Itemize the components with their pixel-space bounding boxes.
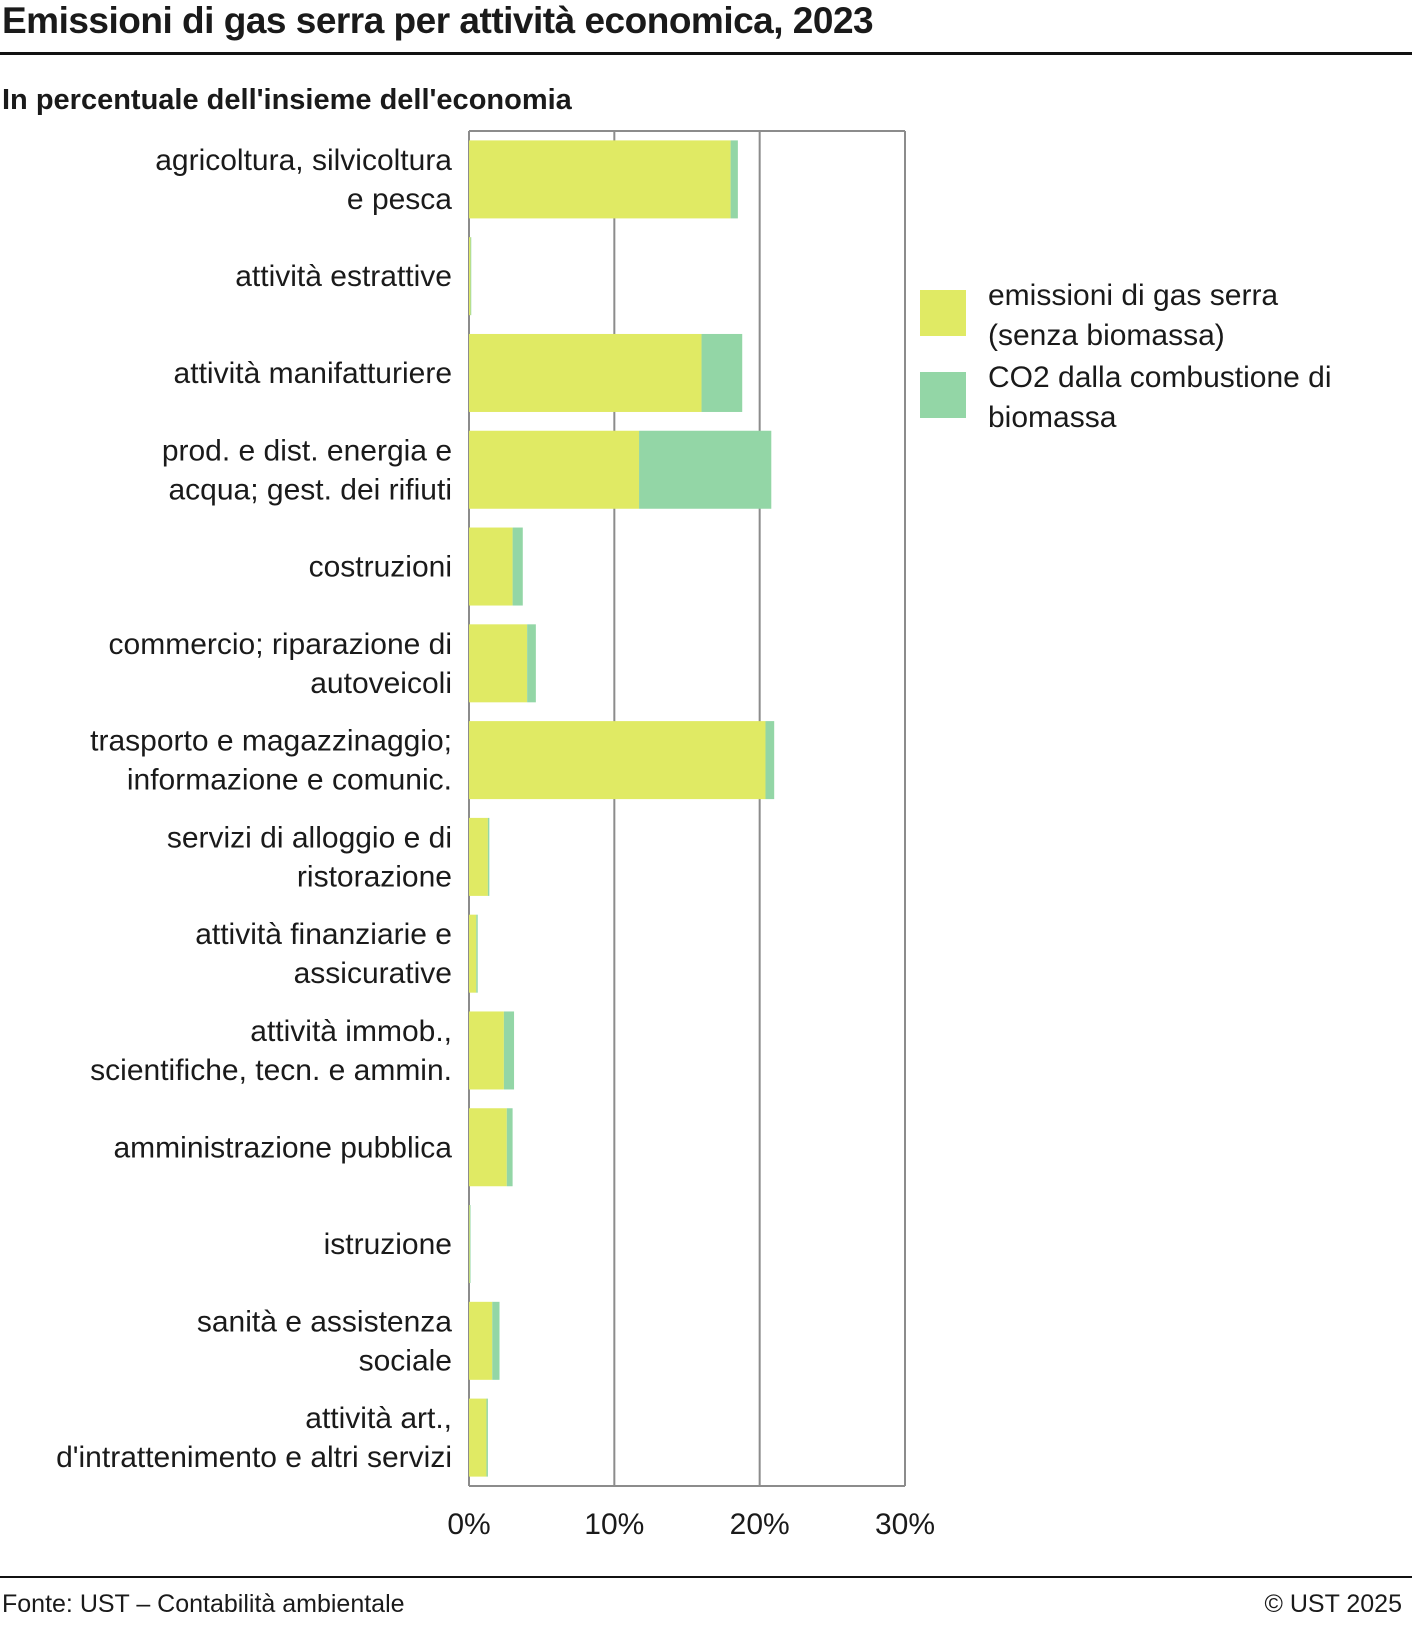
category-label-3-line-0: prod. e dist. energia e: [162, 434, 452, 467]
source-note: Fonte: UST – Contabilità ambientale: [2, 1590, 405, 1618]
bar-2-cat-12: [492, 1301, 500, 1380]
bar-2-cat-3: [639, 430, 772, 509]
legend-label-series-1-line-1: emissioni di gas serra: [988, 279, 1279, 312]
bar-1-cat-9: [469, 1011, 504, 1090]
category-label-10-line-0: amministrazione pubblica: [114, 1131, 453, 1164]
tick-label-2: 20%: [730, 1508, 790, 1541]
bar-1-cat-13: [469, 1398, 487, 1477]
category-label-13-line-0: attività art.,: [305, 1402, 452, 1435]
bar-2-cat-9: [503, 1011, 515, 1090]
category-label-1-line-0: attività estrattive: [235, 260, 452, 293]
bar-1-cat-3: [469, 430, 640, 509]
tick-label-3: 30%: [875, 1508, 935, 1541]
bar-2-cat-2: [701, 333, 743, 412]
bar-1-cat-7: [469, 817, 488, 896]
legend-label-series-2-line-1: CO2 dalla combustione di: [988, 361, 1332, 394]
category-label-6-line-0: trasporto e magazzinaggio;: [90, 725, 452, 758]
bar-1-cat-10: [469, 1108, 507, 1187]
category-label-0-line-1: e pesca: [347, 183, 452, 216]
category-label-7-line-1: ristorazione: [297, 860, 452, 893]
legend-item-series-2: CO2 dalla combustione di biomassa: [920, 358, 1400, 438]
chart-title: Emissioni di gas serra per attività econ…: [2, 0, 874, 41]
category-label-7-line-0: servizi di alloggio e di: [167, 821, 452, 854]
category-label-0-line-0: agricoltura, silvicoltura: [155, 144, 452, 177]
bar-1-cat-0: [469, 140, 731, 219]
bar-2-cat-13: [486, 1398, 488, 1477]
chart-subtitle: In percentuale dell'insieme dell'economi…: [2, 84, 572, 116]
bar-2-cat-7: [487, 817, 490, 896]
tick-label-0: 0%: [447, 1508, 490, 1541]
category-label-8-line-0: attività finanziarie e: [195, 918, 452, 951]
bar-1-cat-6: [469, 721, 766, 800]
legend-swatch-series-2: [920, 372, 966, 418]
bar-1-cat-5: [469, 624, 528, 703]
category-label-11-line-0: istruzione: [324, 1228, 452, 1261]
bar-1-cat-4: [469, 527, 513, 606]
bar-2-cat-8: [476, 914, 478, 993]
category-label-5-line-0: commercio; riparazione di: [109, 628, 452, 661]
bar-2-cat-1: [470, 237, 472, 316]
legend: emissioni di gas serra (senza biomassa) …: [920, 276, 1400, 440]
tick-labels: 0% 10% 20% 30%: [447, 1508, 935, 1541]
category-label-3-line-1: acqua; gest. dei rifiuti: [169, 473, 453, 506]
category-labels: agricoltura, silvicoltura e pesca attività…: [56, 144, 452, 1474]
bar-chart: agricoltura, silvicoltura e pesca attività…: [56, 130, 935, 1541]
legend-label-series-2-line-2: biomassa: [988, 401, 1117, 434]
category-label-9-line-0: attività immob.,: [250, 1015, 452, 1048]
bar-2-cat-11: [469, 1205, 471, 1284]
bars-layer: [469, 140, 775, 1477]
category-label-2-line-0: attività manifatturiere: [174, 357, 452, 390]
legend-label-series-1-line-2: (senza biomassa): [988, 319, 1225, 352]
bar-1-cat-2: [469, 333, 702, 412]
bar-1-cat-1: [469, 237, 471, 316]
bar-1-cat-12: [469, 1301, 493, 1380]
category-label-6-line-1: informazione e comunic.: [127, 764, 452, 797]
category-label-9-line-1: scientifiche, tecn. e ammin.: [90, 1054, 452, 1087]
bar-2-cat-5: [527, 624, 536, 703]
title-rule: [0, 52, 1412, 55]
bar-1-cat-8: [469, 914, 477, 993]
bar-2-cat-0: [730, 140, 738, 219]
copyright-note: © UST 2025: [1264, 1590, 1402, 1618]
category-label-5-line-1: autoveicoli: [310, 667, 452, 700]
category-label-13-line-1: d'intrattenimento e altri servizi: [56, 1441, 452, 1474]
bar-1-cat-11: [469, 1205, 470, 1284]
bar-2-cat-10: [506, 1108, 513, 1187]
category-label-12-line-1: sociale: [359, 1344, 452, 1377]
legend-item-series-1: emissioni di gas serra (senza biomassa): [920, 276, 1400, 356]
category-label-12-line-0: sanità e assistenza: [197, 1305, 452, 1338]
bar-2-cat-6: [765, 721, 775, 800]
category-label-8-line-1: assicurative: [294, 957, 452, 990]
bar-2-cat-4: [512, 527, 523, 606]
footer-rule: [0, 1576, 1412, 1578]
category-label-4-line-0: costruzioni: [309, 551, 452, 584]
tick-label-1: 10%: [584, 1508, 644, 1541]
legend-swatch-series-1: [920, 290, 966, 336]
